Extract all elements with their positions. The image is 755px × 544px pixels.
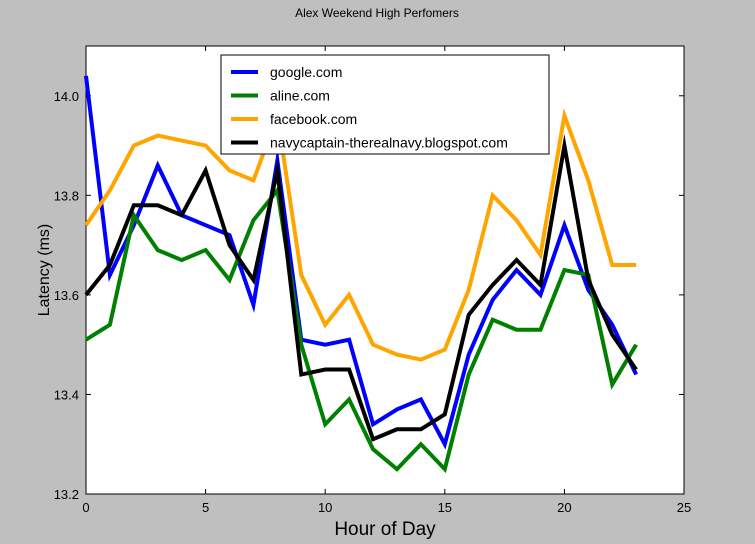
x-tick-label: 5	[202, 500, 209, 515]
legend: google.com aline.com facebook.com navycapta…	[220, 54, 550, 155]
legend-label: aline.com	[270, 88, 330, 104]
x-axis-label: Hour of Day	[334, 519, 436, 540]
chart-title: Alex Weekend High Perfomers	[295, 6, 459, 20]
y-tick-label: 14.0	[54, 89, 79, 104]
x-tick-label: 25	[677, 500, 691, 515]
x-tick-label: 20	[557, 500, 571, 515]
y-tick-label: 13.6	[54, 288, 79, 303]
x-axis: 0 5 10 15 20 25	[82, 46, 691, 515]
series-line-google-com	[84, 75, 638, 450]
legend-label: google.com	[270, 64, 342, 80]
series-line-facebook-com	[84, 107, 637, 362]
series-line-navycaptain-therealnavy-blogspot-com	[84, 133, 638, 442]
series-line-aline-com	[84, 185, 638, 474]
x-tick-label: 10	[318, 500, 332, 515]
y-tick-label: 13.8	[54, 188, 79, 203]
y-tick-label: 13.4	[54, 387, 79, 402]
x-tick-label: 15	[438, 500, 452, 515]
legend-label: navycaptain-therealnavy.blogspot.com	[270, 135, 508, 151]
legend-label: facebook.com	[270, 111, 357, 127]
y-tick-label: 13.2	[54, 487, 79, 502]
legend-box	[220, 54, 550, 155]
y-axis-label: Latency (ms)	[36, 224, 53, 316]
series-layer	[84, 75, 638, 474]
y-axis: 13.2 13.4 13.6 13.8 14.0	[54, 89, 684, 502]
x-tick-label: 0	[82, 500, 89, 515]
